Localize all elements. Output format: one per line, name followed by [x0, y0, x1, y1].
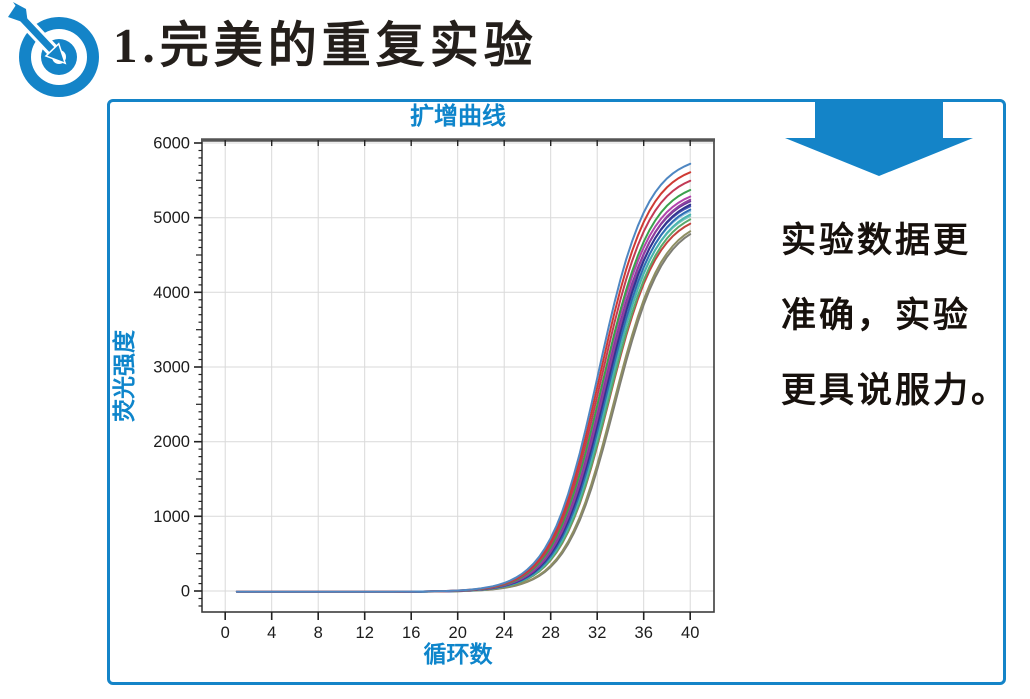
chart-title: 扩增曲线: [410, 102, 506, 130]
amplification-curve: [235, 162, 692, 593]
y-axis-label: 荧光强度: [111, 329, 137, 422]
amplification-curve: [235, 189, 692, 593]
amplification-curve: [235, 179, 692, 593]
amplification-curve: [235, 208, 692, 593]
y-tick-label: 1000: [153, 508, 190, 526]
annotation-line-3: 更具说服力。: [781, 371, 1010, 410]
annotation-line-2: 准确，实验: [781, 296, 972, 335]
amplification-curve: [235, 171, 692, 593]
x-tick-label: 16: [402, 624, 420, 642]
x-tick-label: 8: [314, 624, 323, 642]
amplification-curve-chart: 0 4 8 12 16 20 24 28 32 36 40 0 1000 2000 3000 4000 5000…: [110, 102, 770, 680]
y-tick-label: 2000: [153, 433, 190, 451]
amplification-curve: [235, 195, 692, 593]
x-tick-label: 36: [635, 624, 653, 642]
y-tick-label: 0: [181, 583, 190, 601]
amplification-curve: [235, 222, 692, 593]
annotation-line-1: 实验数据更: [781, 221, 972, 260]
amplification-curve: [235, 203, 692, 593]
x-axis-label: 循环数: [424, 641, 494, 667]
content-panel: [107, 99, 1006, 685]
amplification-curve: [235, 205, 692, 593]
x-tick-label: 4: [267, 624, 276, 642]
x-tick-label: 12: [356, 624, 374, 642]
y-tick-label: 4000: [153, 284, 190, 302]
x-tick-label: 24: [495, 624, 513, 642]
amplification-curve: [235, 200, 692, 593]
x-tick-label: 28: [542, 624, 560, 642]
y-tick-label: 3000: [153, 359, 190, 377]
amplification-curve: [235, 210, 692, 593]
amplification-curve: [235, 198, 692, 593]
x-tick-label: 20: [449, 624, 467, 642]
amplification-curve: [235, 233, 692, 593]
page-title: 1.完美的重复实验: [113, 18, 538, 73]
x-tick-label: 40: [681, 624, 699, 642]
slide-header: 1.完美的重复实验: [0, 0, 1030, 100]
y-tick-label: 5000: [153, 209, 190, 227]
down-block-arrow-icon: [785, 102, 973, 176]
annotation-text: 实验数据更 准确，实验 更具说服力。: [781, 203, 1013, 428]
x-tick-label: 0: [221, 624, 230, 642]
x-tick-label: 32: [588, 624, 606, 642]
target-dart-icon: [8, 2, 99, 97]
y-tick-label: 6000: [153, 135, 190, 153]
